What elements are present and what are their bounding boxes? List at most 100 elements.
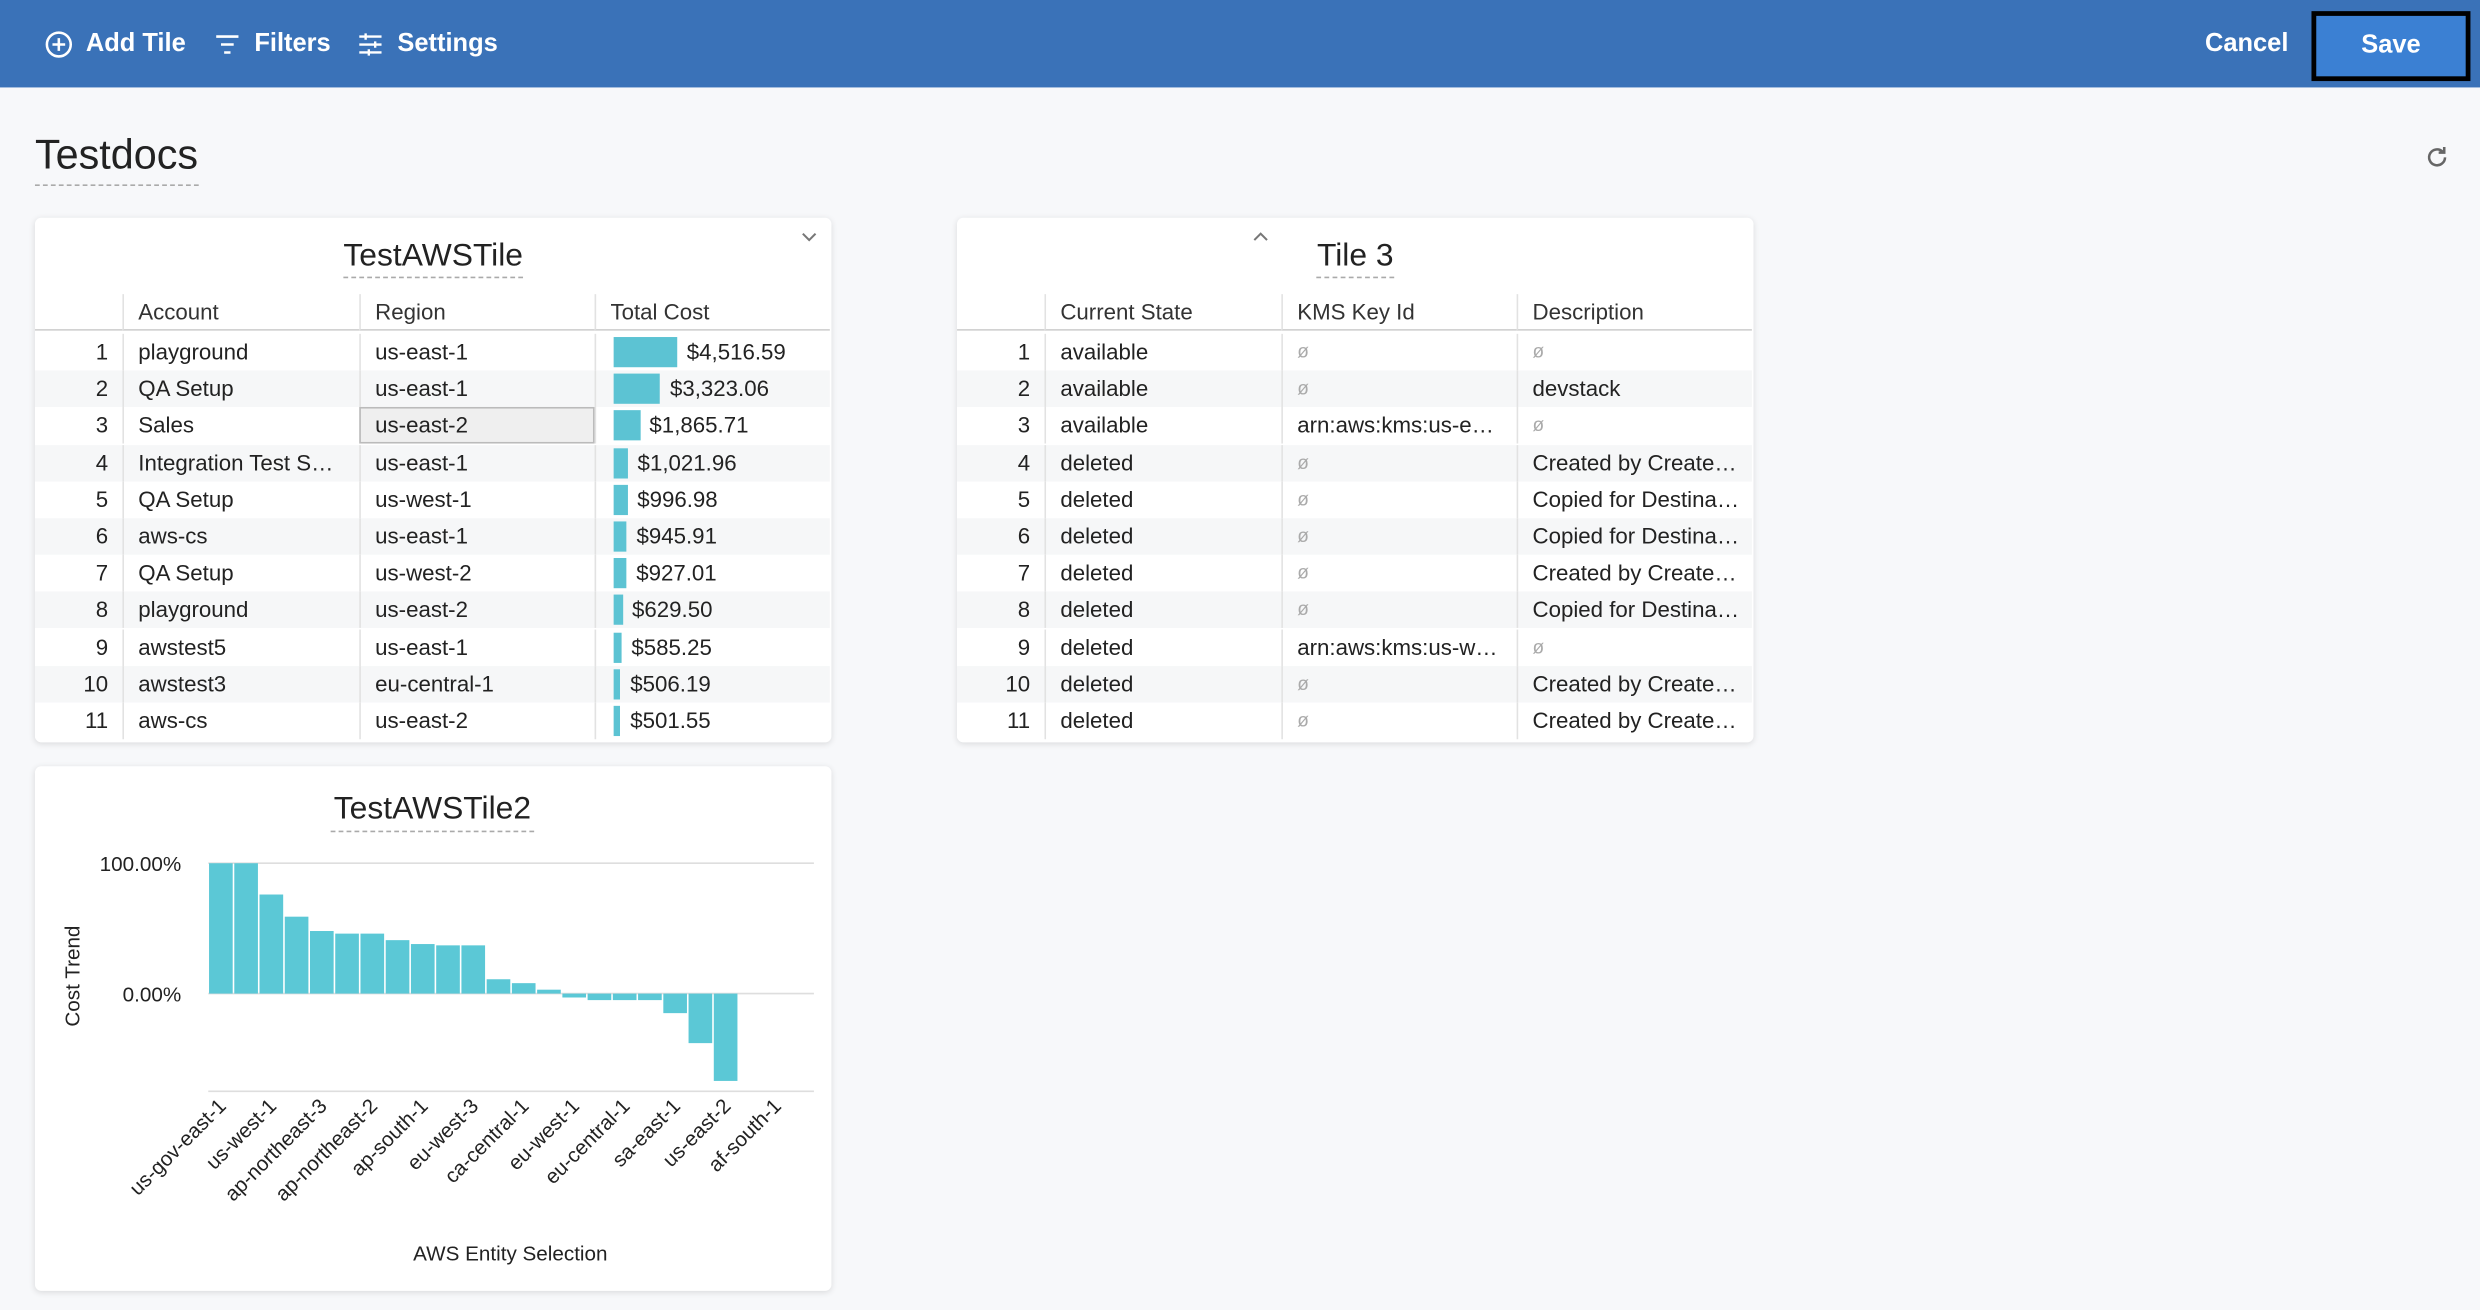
row-number: 3	[34, 407, 123, 445]
settings-icon	[359, 33, 382, 56]
column-header: Description	[1516, 294, 1752, 331]
cost-bar	[613, 410, 640, 441]
bar	[486, 979, 511, 994]
table-cell: us-east-2	[359, 407, 595, 445]
table-cell: us-east-1	[359, 333, 595, 371]
row-number: 8	[957, 592, 1045, 629]
table-cell: Integration Test S…	[122, 444, 360, 482]
table-cell: Copied for Destina…	[1516, 518, 1752, 555]
row-number: 1	[34, 333, 123, 371]
table-cell: ø	[1516, 407, 1752, 445]
table-cell: eu-central-1	[359, 665, 595, 703]
row-number: 11	[957, 702, 1045, 740]
cost-cell: $3,323.06	[594, 370, 830, 408]
bar	[461, 945, 486, 994]
table-cell: us-east-2	[359, 592, 595, 629]
table-cell: devstack	[1516, 370, 1752, 408]
refresh-icon[interactable]	[2423, 143, 2452, 172]
bar	[688, 993, 713, 1044]
bar	[284, 916, 309, 994]
table-cell: us-west-1	[359, 481, 595, 518]
bar	[713, 993, 738, 1081]
sort-chevron	[802, 232, 817, 242]
cost-label: $1,021.96	[637, 449, 737, 475]
table-cell: QA Setup	[122, 555, 360, 592]
table-cell: aws-cs	[122, 702, 360, 740]
cost-cell: $585.25	[594, 628, 830, 666]
cancel-button[interactable]: Cancel	[2205, 30, 2288, 59]
table-cell: ø	[1281, 370, 1517, 408]
table-cell: arn:aws:kms:us-e…	[1281, 407, 1517, 445]
row-number: 6	[34, 518, 123, 555]
table-cell: available	[1044, 333, 1282, 371]
table-cell: ø	[1516, 333, 1752, 371]
table-cell: available	[1044, 370, 1282, 408]
table-cell: awstest3	[122, 665, 360, 703]
header-cell	[34, 294, 123, 331]
filters-button[interactable]: Filters	[213, 30, 331, 59]
cancel-label: Cancel	[2204, 30, 2289, 58]
table-cell: deleted	[1044, 592, 1282, 629]
cost-label: $501.55	[630, 707, 711, 733]
row-number: 3	[957, 407, 1045, 445]
table-cell: ø	[1281, 481, 1517, 518]
y-axis-title: Cost Trend	[61, 926, 84, 1027]
y-tick-label: 0.00%	[123, 984, 182, 1007]
table-cell: Created by Create…	[1516, 702, 1752, 740]
cost-bar	[613, 595, 623, 626]
table-cell: Copied for Destina…	[1516, 481, 1752, 518]
x-axis-title: AWS Entity Selection	[413, 1243, 607, 1266]
table-cell: ø	[1281, 518, 1517, 555]
add-tile-label: Add Tile	[85, 30, 186, 58]
table-cell: ø	[1281, 444, 1517, 482]
chart: TestAWSTile2100.00%0.00%us-gov-east-1us-…	[61, 790, 814, 1266]
table-cell: ø	[1516, 628, 1752, 666]
table-cell: deleted	[1044, 444, 1282, 482]
bar	[537, 989, 561, 994]
column-header: KMS Key Id	[1281, 294, 1517, 331]
add-tile-button[interactable]: Add Tile	[45, 30, 186, 59]
filters-label: Filters	[254, 30, 331, 58]
cost-bar	[613, 337, 678, 368]
table-cell: Created by Create…	[1516, 444, 1752, 482]
save-button[interactable]: Save	[2311, 11, 2471, 82]
table-cell: playground	[122, 592, 360, 629]
tile: TestAWSTile2 100.00% 0.00% us-gov-east-1 us-…	[34, 766, 832, 1291]
cost-cell: $506.19	[594, 665, 830, 703]
table-cell: us-east-1	[359, 628, 595, 666]
table-cell: QA Setup	[122, 370, 360, 408]
table-cell: us-east-1	[359, 370, 595, 408]
bar	[309, 931, 334, 994]
table-cell: QA Setup	[122, 481, 360, 518]
cost-cell: $629.50	[594, 592, 830, 629]
column-header: Account	[122, 294, 360, 331]
row-number: 2	[34, 370, 123, 408]
table-cell: deleted	[1044, 702, 1282, 740]
cost-label: $996.98	[637, 486, 718, 512]
cost-cell: $927.01	[594, 555, 830, 592]
sort-chevron	[1253, 232, 1268, 241]
cost-cell: $996.98	[594, 481, 830, 518]
header-cell	[957, 294, 1045, 331]
dashboard-title: Testdocs	[34, 130, 199, 186]
row-number: 1	[957, 333, 1045, 371]
table-cell: deleted	[1044, 518, 1282, 555]
table-cell: us-east-1	[359, 444, 595, 482]
table-cell: Sales	[122, 407, 360, 445]
cost-label: $1,865.71	[649, 412, 749, 438]
sort-icon	[802, 232, 817, 242]
table-cell: Copied for Destina…	[1516, 592, 1752, 629]
row-number: 6	[957, 518, 1045, 555]
bar	[436, 945, 460, 994]
row-number: 10	[34, 665, 123, 703]
cost-cell: $1,021.96	[594, 444, 830, 482]
bar	[587, 993, 612, 1001]
row-number: 7	[34, 555, 123, 592]
row-number: 11	[34, 702, 123, 740]
table-cell: us-west-2	[359, 555, 595, 592]
settings-button[interactable]: Settings	[356, 30, 498, 59]
row-number: 5	[34, 481, 123, 518]
cost-label: $4,516.59	[686, 338, 786, 365]
settings-label: Settings	[397, 30, 498, 58]
table-cell: deleted	[1044, 628, 1282, 666]
